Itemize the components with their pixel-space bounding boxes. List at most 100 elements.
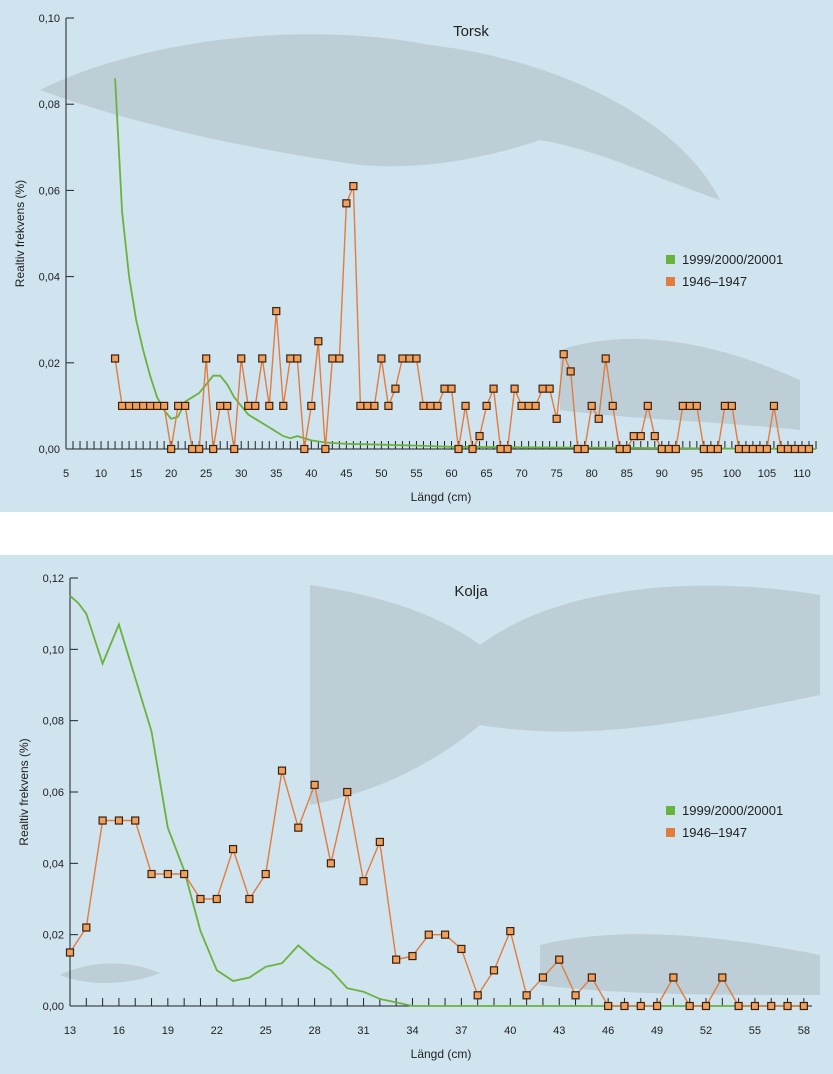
data-point [124, 401, 134, 410]
data-point [237, 354, 246, 363]
data-point [153, 401, 162, 410]
data-point [258, 354, 267, 363]
data-point [195, 444, 204, 454]
data-point [174, 401, 183, 410]
data-point [114, 816, 124, 825]
data-point [517, 401, 526, 410]
data-point [457, 944, 466, 954]
data-point [489, 384, 498, 393]
y-tick-label: 0,08 [43, 716, 64, 728]
y-tick-label: 0,04 [39, 272, 60, 284]
legend-label: 1946–1947 [682, 274, 747, 289]
data-point [797, 444, 807, 454]
data-point [587, 401, 596, 410]
kolja-chart: 0,00 0,02 0,04 0,06 0,08 0,10 0,12 13 16 19 22 25 28… [17, 573, 820, 1061]
data-point [321, 444, 330, 454]
data-point [424, 930, 433, 939]
x-tick-label: 19 [162, 1025, 174, 1037]
data-point [685, 1001, 694, 1011]
x-tick-label: 70 [515, 468, 527, 480]
data-point [447, 384, 456, 393]
data-point [559, 350, 568, 359]
x-tick-label: 34 [406, 1025, 418, 1037]
legend-swatch [666, 255, 675, 264]
x-tick-label: 65 [480, 468, 492, 480]
data-point [720, 401, 729, 410]
data-point [552, 414, 561, 423]
data-point [300, 444, 309, 454]
x-tick-label: 75 [551, 468, 563, 480]
data-point [98, 816, 107, 825]
data-point [405, 354, 414, 363]
data-point [741, 444, 751, 454]
data-point [473, 991, 482, 1000]
x-tick-label: 13 [64, 1025, 76, 1037]
data-point [419, 401, 428, 410]
data-point [188, 444, 197, 454]
x-tick-label: 10 [95, 468, 107, 480]
data-point [496, 444, 505, 454]
data-point [692, 401, 701, 410]
x-tick-label: 25 [260, 1025, 272, 1037]
data-point [636, 431, 645, 441]
fish-watermark [60, 585, 820, 995]
data-point [228, 844, 238, 854]
data-point [310, 780, 319, 789]
data-point [678, 401, 687, 410]
data-point [699, 444, 708, 454]
data-point [146, 401, 155, 410]
data-point [392, 955, 401, 964]
data-point [223, 401, 232, 410]
data-point [363, 401, 372, 410]
data-point [734, 1001, 743, 1011]
x-tick-label: 46 [602, 1025, 614, 1037]
data-point [701, 1001, 711, 1011]
x-tick-label: 43 [553, 1025, 565, 1037]
x-tick-label: 49 [651, 1025, 663, 1037]
y-tick-label: 0,12 [43, 573, 64, 585]
y-axis-title: Realtiv frekvens (%) [17, 738, 31, 845]
x-tick-label: 85 [621, 468, 633, 480]
y-tick-label: 0,10 [43, 644, 64, 656]
data-point [664, 444, 673, 454]
chart-title: Kolja [454, 583, 488, 600]
x-tick-label: 80 [586, 468, 598, 480]
data-point [328, 354, 337, 363]
data-point [573, 444, 582, 454]
data-point [475, 431, 484, 441]
data-point [326, 859, 336, 868]
data-point [377, 354, 386, 363]
y-tick-label: 0,04 [43, 858, 64, 870]
data-point [482, 401, 491, 410]
data-point [571, 991, 580, 1000]
data-point [629, 431, 638, 441]
data-point [587, 973, 596, 982]
x-tick-label: 105 [758, 468, 776, 480]
data-point [769, 401, 779, 410]
data-point [370, 401, 379, 410]
x-tick-label: 30 [235, 468, 247, 480]
y-tick-label: 0,00 [39, 444, 60, 456]
data-point [342, 199, 351, 208]
data-point [167, 444, 176, 454]
x-tick-label: 50 [375, 468, 387, 480]
data-point [440, 930, 450, 939]
data-point [718, 973, 727, 982]
data-point [727, 401, 736, 410]
data-point [734, 444, 743, 454]
data-point [636, 1001, 645, 1011]
data-point [601, 354, 610, 363]
data-point [359, 877, 368, 886]
data-point [608, 401, 617, 410]
y-tick-label: 0,06 [43, 787, 64, 799]
data-point [790, 444, 800, 454]
data-point [524, 401, 533, 410]
data-point [461, 401, 470, 410]
x-axis-title: Längd (cm) [411, 1047, 472, 1061]
data-point [531, 401, 540, 410]
data-point [277, 766, 287, 775]
data-point [767, 1001, 776, 1011]
data-point [245, 894, 254, 904]
x-tick-label: 45 [340, 468, 352, 480]
data-point [489, 966, 499, 975]
